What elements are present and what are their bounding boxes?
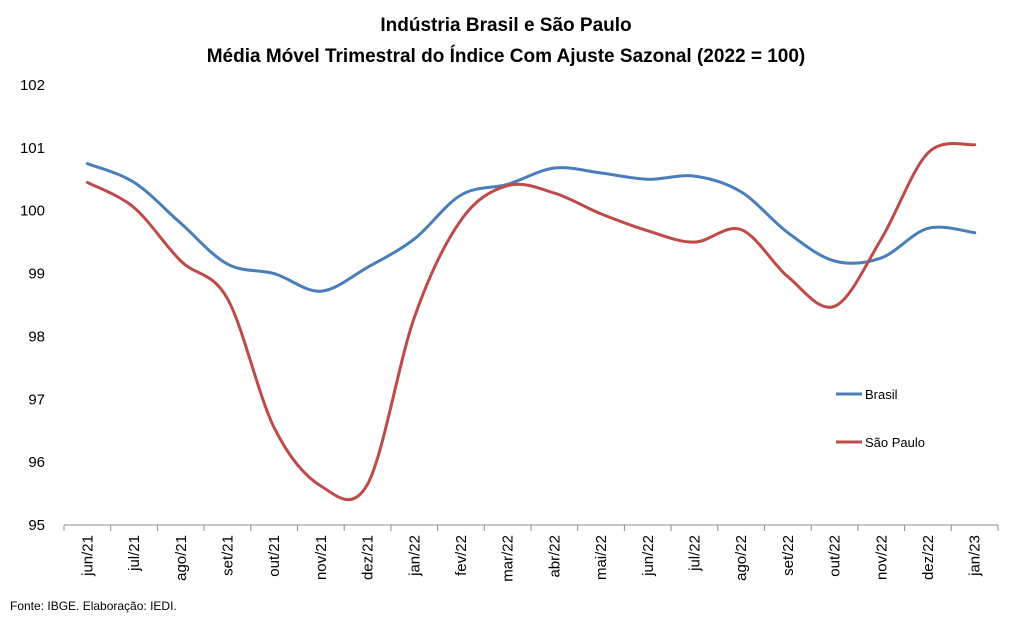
- series-line-sao-paulo: [85, 141, 977, 502]
- series-lines: [85, 141, 977, 502]
- x-tick-label: jul/22: [686, 535, 703, 572]
- x-tick-label: jan/22: [406, 535, 423, 577]
- y-tick-label: 102: [20, 77, 45, 94]
- x-tick-label: nov/21: [313, 535, 330, 580]
- y-tick-label: 95: [28, 517, 45, 534]
- y-tick-label: 101: [20, 140, 45, 157]
- x-tick-label: ago/22: [733, 535, 750, 581]
- x-tick-label: nov/22: [873, 535, 890, 580]
- chart-title: Indústria Brasil e São Paulo: [380, 15, 631, 36]
- legend-label: Brasil: [865, 387, 898, 402]
- y-tick-label: 96: [28, 454, 45, 471]
- y-axis-tick-labels: 95 96 97 98 99 100 101 102: [20, 77, 45, 534]
- x-tick-label: fev/22: [453, 535, 470, 576]
- chart-subtitle: Média Móvel Trimestral do Índice Com Aju…: [207, 45, 806, 67]
- x-tick-label: jul/21: [126, 535, 143, 572]
- legend-label: São Paulo: [865, 435, 925, 450]
- x-tick-label: set/21: [219, 535, 236, 576]
- x-tick-label: abr/22: [546, 535, 563, 578]
- x-axis-ticks: jun/21 jul/21 ago/21 set/21 out/21 nov/21 dez/…: [63, 525, 999, 582]
- source-note: Fonte: IBGE. Elaboração: IEDI.: [10, 599, 177, 613]
- x-tick-label: out/22: [827, 535, 844, 577]
- y-tick-label: 100: [20, 203, 45, 220]
- x-tick-label: mar/22: [500, 535, 517, 582]
- x-tick-label: jan/23: [967, 535, 984, 577]
- y-tick-label: 99: [28, 266, 45, 283]
- x-tick-label: out/21: [266, 535, 283, 577]
- y-tick-label: 98: [28, 328, 45, 345]
- x-tick-label: jun/21: [79, 535, 96, 577]
- x-tick-label: dez/22: [920, 535, 937, 580]
- y-tick-label: 97: [28, 391, 45, 408]
- x-tick-label: ago/21: [173, 535, 190, 581]
- x-tick-label: jun/22: [640, 535, 657, 577]
- x-tick-label: set/22: [780, 535, 797, 576]
- series-line-brasil: [85, 162, 977, 293]
- x-tick-label: dez/21: [360, 535, 377, 580]
- x-tick-label: mai/22: [593, 535, 610, 580]
- legend: Brasil São Paulo: [836, 387, 925, 450]
